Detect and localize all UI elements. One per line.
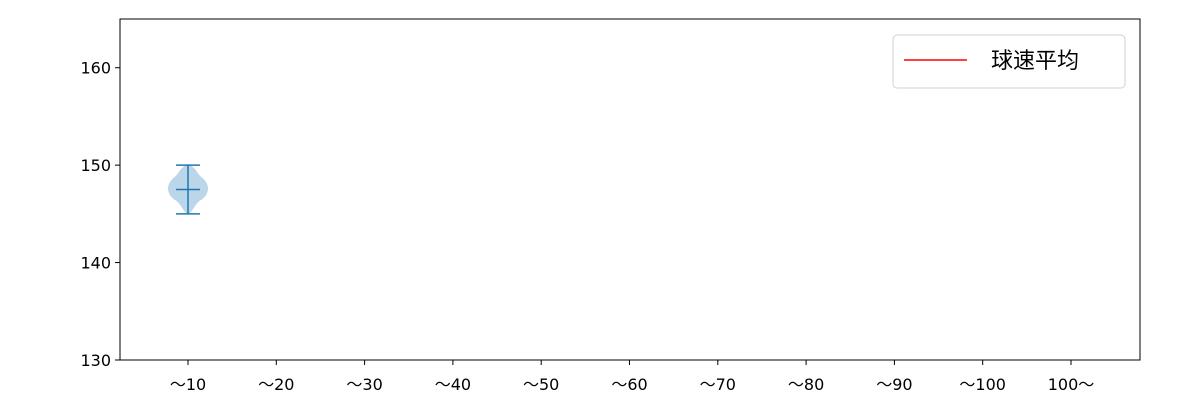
y-tick-label: 160 xyxy=(80,59,111,78)
x-tick-label: ～70 xyxy=(700,375,736,394)
x-tick-label: ～100 xyxy=(959,375,1006,394)
y-axis: 130 140 150 160 xyxy=(80,59,120,370)
x-axis: ～10 ～20 ～30 ～40 ～50 ～60 ～70 ～80 ～90 ～100 100～ xyxy=(170,360,1094,394)
legend-label-mean: 球速平均 xyxy=(991,49,1079,74)
x-tick-label: ～10 xyxy=(170,375,206,394)
x-tick-label: ～40 xyxy=(435,375,471,394)
x-tick-label: ～90 xyxy=(876,375,912,394)
legend-box xyxy=(892,34,1126,89)
x-tick-label: ～30 xyxy=(346,375,382,394)
x-tick-label: ～60 xyxy=(611,375,647,394)
x-tick-label: ～20 xyxy=(258,375,294,394)
x-tick-label: 100～ xyxy=(1048,375,1095,394)
x-tick-label: ～50 xyxy=(523,375,559,394)
legend: 球速平均 xyxy=(892,34,1126,89)
x-tick-label: ～80 xyxy=(788,375,824,394)
y-tick-label: 140 xyxy=(80,254,111,273)
y-tick-label: 150 xyxy=(80,156,111,175)
violins xyxy=(168,164,208,215)
y-tick-label: 130 xyxy=(80,351,111,370)
